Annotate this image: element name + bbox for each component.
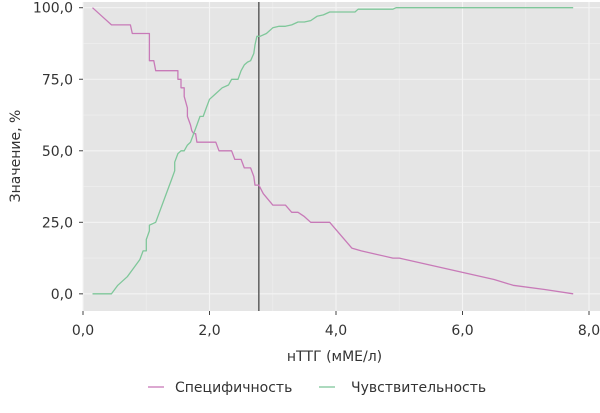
x-tick-label: 2,0 xyxy=(198,323,220,339)
y-tick-label: 100,0 xyxy=(33,1,73,17)
axes: 0,0 2,0 4,0 6,0 8,0 0,0 25,0 50,0 75,0 100,0 xyxy=(33,1,600,339)
legend-label-sensitivity: Чувствительность xyxy=(351,380,486,396)
grid xyxy=(82,2,600,311)
legend: Специфичность Чувствительность xyxy=(148,380,486,396)
x-axis-label: нТТГ (мМЕ/л) xyxy=(287,349,382,365)
x-tick-label: 8,0 xyxy=(578,323,600,339)
y-tick-label: 50,0 xyxy=(42,144,73,160)
x-tick-label: 0,0 xyxy=(72,323,94,339)
y-axis-label: Значение, % xyxy=(8,110,24,203)
x-tick-label: 6,0 xyxy=(451,323,473,339)
series-layer xyxy=(92,7,574,295)
y-tick-label: 0,0 xyxy=(51,287,73,303)
series-line-sensitivity xyxy=(92,7,574,295)
x-tick-label: 4,0 xyxy=(325,323,347,339)
plot-panel xyxy=(83,2,600,311)
y-tick-label: 25,0 xyxy=(42,215,73,231)
legend-label-specificity: Специфичность xyxy=(175,380,292,396)
y-tick-label: 75,0 xyxy=(42,72,73,88)
series-line-specificity xyxy=(92,7,574,295)
